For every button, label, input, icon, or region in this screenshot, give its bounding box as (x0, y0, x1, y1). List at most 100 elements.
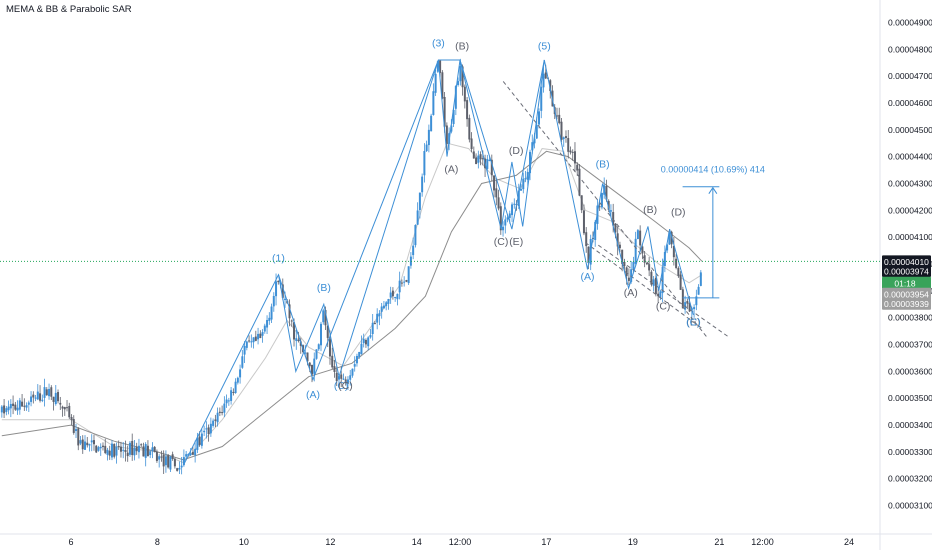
wave-label: (E) (509, 236, 523, 248)
x-tick-label: 21 (714, 537, 724, 547)
y-tick-label: 0.00004800 (888, 44, 932, 54)
candle-body (578, 168, 581, 196)
candle-body (75, 429, 78, 431)
candle-body (50, 387, 53, 397)
candle-body (239, 369, 242, 378)
candle-body (387, 299, 390, 304)
candle-body (153, 446, 156, 453)
candle-body (443, 96, 446, 127)
minor-wave-line (278, 59, 545, 379)
measure-label: 0.00000414 (10.69%) 414 (661, 165, 765, 175)
candle-body (68, 405, 71, 418)
wave-label: (D) (671, 207, 686, 219)
candle-body (560, 121, 563, 141)
candle-body (277, 280, 280, 283)
candle-body (9, 403, 12, 409)
candle-body (124, 449, 127, 453)
candle-body (281, 284, 284, 298)
candle-body (308, 362, 311, 367)
price-tag-bg (882, 264, 931, 277)
candle-body (699, 272, 702, 286)
y-tick-label: 0.00003400 (888, 420, 932, 430)
y-tick-label: 0.00003800 (888, 313, 932, 323)
candle-body (605, 186, 608, 200)
candle-body (261, 332, 264, 336)
candle-body (268, 317, 271, 321)
candle-body (524, 178, 527, 180)
wave-label: (A) (624, 287, 638, 299)
candle-body (544, 72, 547, 79)
candle-body (95, 445, 98, 453)
candle-body (618, 244, 621, 249)
candle-body (645, 263, 648, 265)
price-tag-label: 0.00004010 (884, 257, 929, 267)
candle-body (432, 91, 435, 115)
candle-body (587, 246, 590, 264)
candle-body (227, 400, 230, 402)
candle-body (427, 129, 430, 146)
y-tick-label: 0.00003700 (888, 340, 932, 350)
candle-body (652, 279, 655, 286)
candle-body (517, 190, 520, 207)
candle-body (311, 364, 314, 375)
candle-body (180, 465, 183, 468)
candle-body (416, 210, 419, 225)
candle-body (454, 86, 457, 109)
candle-body (178, 467, 181, 470)
candle-body (266, 320, 269, 328)
candle-body (634, 238, 637, 264)
candle-body (625, 267, 628, 277)
price-tag-bg (882, 287, 931, 300)
candle-body (263, 325, 266, 332)
candle-body (290, 320, 293, 322)
candle-body (106, 449, 109, 455)
candle-body (252, 337, 255, 343)
candle-body (313, 358, 316, 374)
candle-body (342, 378, 345, 380)
candle-body (373, 323, 376, 325)
wave-label: (A) (306, 389, 320, 401)
candle-body (349, 375, 352, 380)
candle-body (506, 217, 509, 220)
candle-body (315, 349, 318, 359)
y-tick-label: 0.00004600 (888, 98, 932, 108)
candle-body (234, 381, 237, 394)
candle-body (538, 111, 541, 125)
candle-body (176, 468, 179, 471)
candle-body (128, 442, 131, 455)
candle-body (445, 125, 448, 144)
y-tick-label: 0.00003200 (888, 474, 932, 484)
candle-body (353, 364, 356, 367)
candle-body (430, 115, 433, 132)
candle-body (616, 233, 619, 247)
candle-body (218, 411, 221, 413)
y-tick-label: 0.00004400 (888, 152, 932, 162)
candle-body (364, 339, 367, 345)
wave-label: (C) (494, 236, 509, 248)
candle-body (57, 392, 60, 402)
candle-body (567, 138, 570, 152)
candle-body (423, 151, 426, 176)
y-tick-label: 0.00003100 (888, 501, 932, 511)
candle-body (250, 341, 253, 343)
candle-body (297, 339, 300, 342)
candle-body (609, 210, 612, 212)
wave-label: (1) (272, 252, 285, 264)
candle-body (90, 440, 93, 443)
candle-body (216, 412, 219, 423)
x-tick-label: 10 (239, 537, 249, 547)
candle-body (135, 446, 138, 452)
candle-body (641, 246, 644, 254)
candle-body (167, 455, 170, 468)
candle-body (472, 151, 475, 159)
candle-body (151, 447, 154, 452)
y-tick-label: 0.00004100 (888, 232, 932, 242)
candle-body (113, 443, 116, 457)
candle-body (461, 66, 464, 88)
candle-body (627, 277, 630, 281)
candle-body (196, 437, 199, 450)
candle-body (221, 412, 224, 414)
candle-body (477, 155, 480, 163)
